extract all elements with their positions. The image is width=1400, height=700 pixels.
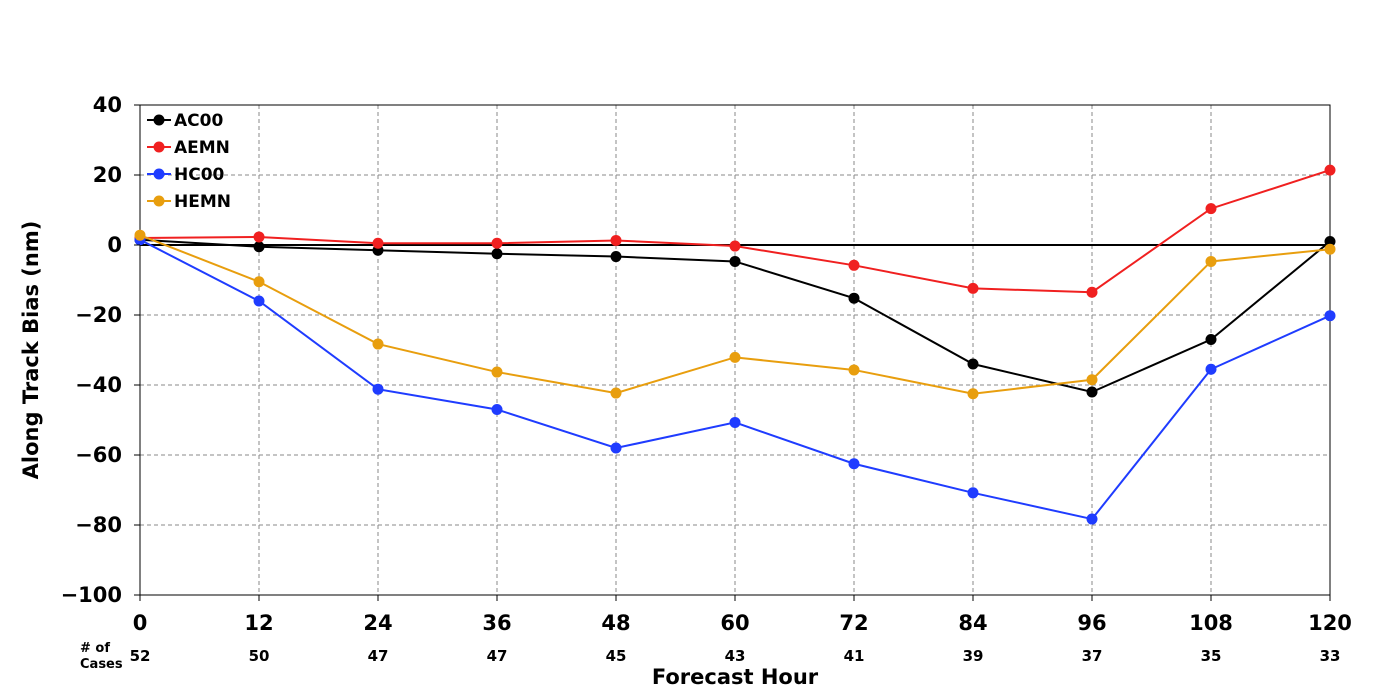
data-point: [253, 276, 265, 288]
data-point: [491, 404, 503, 415]
case-count-label: 45: [606, 647, 627, 665]
legend-label: HEMN: [174, 192, 231, 212]
y-tick-labels: 40 20 0 −20 −40 −60 −80 −100: [61, 93, 140, 607]
x-tick-label: 120: [1308, 611, 1352, 635]
x-tick-label: 48: [601, 611, 630, 635]
data-point: [1086, 286, 1098, 298]
x-tick-label: 108: [1189, 611, 1233, 635]
data-point: [1205, 334, 1217, 345]
legend-label: AC00: [174, 111, 223, 131]
data-point: [729, 255, 741, 267]
legend-item-ac00: AC00: [147, 111, 223, 131]
data-point: [491, 366, 503, 378]
data-point: [1086, 374, 1098, 386]
data-point: [610, 251, 622, 263]
x-tick-label: 60: [720, 611, 749, 635]
x-tick-label: 24: [363, 611, 392, 635]
y-tick-label: 40: [93, 93, 122, 117]
data-point: [372, 237, 384, 249]
cases-title-line-2: Cases: [80, 657, 123, 672]
grid-lines: [140, 105, 1330, 595]
data-point: [372, 383, 384, 395]
data-point: [610, 442, 622, 454]
case-count-label: 35: [1201, 647, 1222, 665]
data-point: [967, 358, 979, 370]
case-count-label: 33: [1320, 647, 1341, 665]
data-point: [848, 259, 860, 271]
x-tick-labels: 0 12 24 36 48 60 72 84 96 108 120: [133, 595, 1352, 635]
y-axis-title: Along Track Bias (nm): [19, 221, 43, 480]
case-count-label: 37: [1082, 647, 1103, 665]
cases-row: # of Cases 52 50 47 47 45 43 41 39 37 35 33: [80, 641, 1340, 672]
data-point: [1324, 164, 1336, 176]
cases-title-line-1: # of: [80, 641, 110, 656]
data-point: [1324, 310, 1336, 322]
data-point: [610, 387, 622, 399]
case-count-label: 47: [487, 647, 508, 665]
data-point: [729, 351, 741, 363]
data-point: [848, 458, 860, 470]
series-layer: [134, 164, 1336, 525]
x-tick-label: 96: [1077, 611, 1106, 635]
y-tick-label: 0: [107, 233, 122, 257]
legend-marker: [153, 141, 165, 153]
data-point: [729, 416, 741, 428]
data-point: [1205, 255, 1217, 267]
legend-item-aemn: AEMN: [147, 138, 230, 158]
data-point: [253, 231, 265, 243]
legend-marker: [153, 114, 165, 126]
data-point: [610, 234, 622, 246]
legend-marker: [153, 168, 165, 180]
x-tick-label: 84: [958, 611, 987, 635]
case-count-label: 43: [725, 647, 746, 665]
x-tick-label: 36: [482, 611, 511, 635]
y-tick-label: −20: [75, 303, 122, 327]
data-point: [491, 248, 503, 260]
data-point: [253, 295, 265, 307]
x-tick-label: 0: [133, 611, 148, 635]
y-tick-label: 20: [93, 163, 122, 187]
data-point: [967, 487, 979, 499]
data-point: [848, 292, 860, 304]
data-point: [967, 282, 979, 294]
y-tick-label: −100: [61, 583, 122, 607]
case-count-label: 41: [844, 647, 865, 665]
data-point: [372, 338, 384, 350]
data-point: [1205, 203, 1217, 215]
data-point: [1086, 513, 1098, 525]
x-tick-label: 72: [839, 611, 868, 635]
y-tick-label: −60: [75, 443, 122, 467]
y-tick-label: −40: [75, 373, 122, 397]
data-point: [1324, 236, 1336, 247]
legend-label: AEMN: [174, 138, 230, 158]
legend-item-hc00: HC00: [147, 165, 225, 185]
x-tick-label: 12: [244, 611, 273, 635]
data-point: [134, 229, 146, 241]
data-point: [729, 240, 741, 252]
legend-label: HC00: [174, 165, 225, 185]
case-count-label: 39: [963, 647, 984, 665]
case-count-label: 52: [130, 647, 151, 665]
case-count-label: 47: [368, 647, 389, 665]
data-point: [967, 388, 979, 400]
case-count-label: 50: [249, 647, 270, 665]
series-hc00: [134, 234, 1336, 525]
data-point: [848, 364, 860, 376]
y-tick-label: −80: [75, 513, 122, 537]
series-hemn: [134, 229, 1336, 400]
data-point: [253, 241, 265, 253]
data-point: [1324, 243, 1336, 255]
data-point: [491, 237, 503, 249]
data-point: [1086, 386, 1098, 398]
x-axis-title: Forecast Hour: [652, 665, 819, 689]
legend: AC00 AEMN HC00 HEMN: [147, 111, 231, 212]
data-point: [1205, 363, 1217, 375]
legend-marker: [153, 195, 165, 207]
legend-item-hemn: HEMN: [147, 192, 231, 212]
